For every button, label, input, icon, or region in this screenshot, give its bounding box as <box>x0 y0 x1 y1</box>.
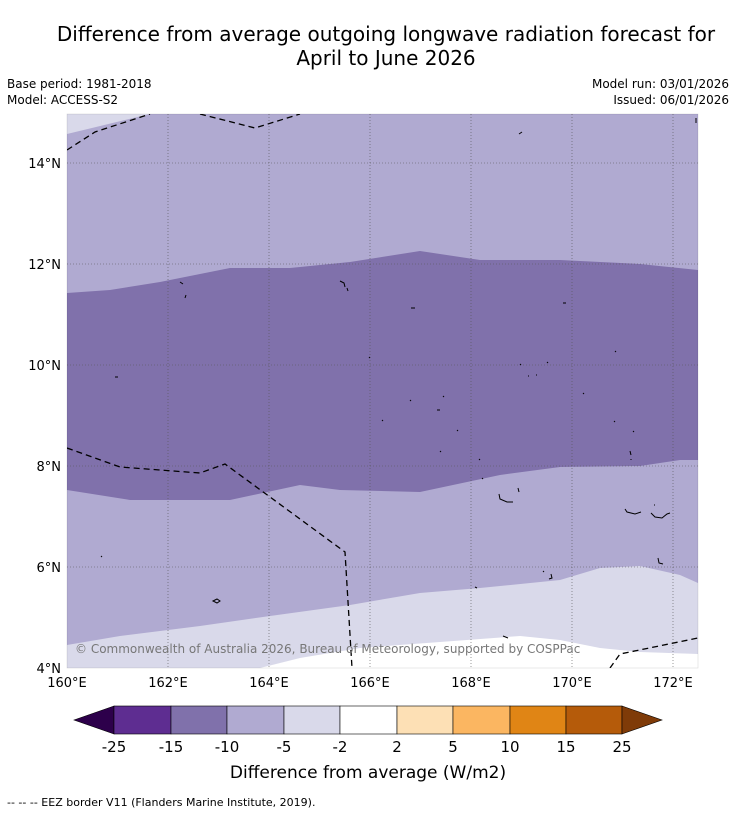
lon-tick-170: 170°E <box>552 676 592 691</box>
lon-tick-164: 164°E <box>249 676 289 691</box>
lat-axis: 14°N 12°N 10°N 8°N 6°N 4°N <box>28 157 61 677</box>
colorbar-swatch <box>396 705 454 735</box>
island-atoll <box>624 508 671 519</box>
island <box>339 280 349 292</box>
meta-right: Model run: 03/01/2026 Issued: 06/01/2026 <box>592 76 729 108</box>
island <box>100 555 103 558</box>
meta-left: Base period: 1981-2018 Model: ACCESS-S2 <box>7 76 152 108</box>
lat-tick-4: 4°N <box>37 662 62 677</box>
eez-border-marshall-west <box>67 447 353 668</box>
island <box>368 356 371 359</box>
island <box>518 131 523 135</box>
title-line-2: April to June 2026 <box>296 46 476 70</box>
lon-tick-172: 172°E <box>653 676 693 691</box>
island <box>478 458 484 480</box>
colorbar-swatch <box>452 705 511 735</box>
island <box>502 635 509 639</box>
model-run: Model run: 03/01/2026 <box>591 77 729 91</box>
island <box>582 350 617 395</box>
colorbar-tick: 5 <box>448 738 458 756</box>
lon-tick-166: 166°E <box>350 676 390 691</box>
colorbar-swatch <box>565 705 623 735</box>
lon-tick-160: 160°E <box>47 676 87 691</box>
colorbar-extend-low <box>73 705 115 735</box>
colorbar-tick: 10 <box>500 738 519 756</box>
map-plot-area: © Commonwealth of Australia 2026, Bureau… <box>67 114 698 668</box>
lat-tick-14: 14°N <box>28 157 61 172</box>
colorbar-tick: 2 <box>392 738 402 756</box>
lat-tick-6: 6°N <box>37 561 62 576</box>
colorbar-tick: -5 <box>277 738 292 756</box>
band-neutral <box>260 636 698 668</box>
island <box>542 570 553 580</box>
eez-border-south-east <box>609 637 698 668</box>
colorbar-swatch <box>170 705 228 735</box>
base-period: Base period: 1981-2018 <box>7 77 152 91</box>
island <box>519 361 549 377</box>
colorbar-ticks: -25 -15 -10 -5 -2 2 5 10 15 25 <box>102 738 632 756</box>
title-line-1: Difference from average outgoing longwav… <box>56 22 716 46</box>
lat-tick-8: 8°N <box>37 460 62 475</box>
issued-date: Issued: 06/01/2026 <box>613 93 729 107</box>
colorbar-extend-high <box>621 705 663 735</box>
map-figure: © Commonwealth of Australia 2026, Bureau… <box>28 113 699 783</box>
colorbar-swatch <box>509 705 567 735</box>
island <box>474 586 478 589</box>
colorbar-tick: 25 <box>612 738 631 756</box>
eez-border-nw <box>67 114 151 151</box>
band-minus2-to-minus5-top <box>67 114 150 134</box>
colorbar-tick: -2 <box>333 738 348 756</box>
band-minus10-to-minus15 <box>67 251 698 500</box>
island-atoll <box>498 487 520 503</box>
colorbar-swatch <box>283 705 341 735</box>
island <box>179 281 187 299</box>
colorbar-tick: -25 <box>102 738 127 756</box>
eez-borders <box>67 114 698 668</box>
copyright-note: © Commonwealth of Australia 2026, Bureau… <box>75 642 580 656</box>
lat-tick-10: 10°N <box>28 359 61 374</box>
island <box>409 395 445 411</box>
eez-legend-note: -- -- -- EEZ border V11 (Flanders Marine… <box>7 796 316 809</box>
islands <box>100 118 697 639</box>
colorbar-tick: 15 <box>556 738 575 756</box>
lon-axis: 160°E 162°E 164°E 166°E 168°E 170°E 172°… <box>47 676 693 691</box>
map-frame <box>66 113 699 669</box>
gridlines <box>67 114 698 668</box>
lon-tick-168: 168°E <box>451 676 491 691</box>
colorbar <box>73 705 663 735</box>
lon-tick-162: 162°E <box>148 676 188 691</box>
island <box>381 419 459 453</box>
chart-title: Difference from average outgoing longwav… <box>0 22 736 70</box>
colorbar-swatch <box>339 705 398 735</box>
island <box>657 557 664 565</box>
colorbar-tick: -15 <box>159 738 184 756</box>
colorbar-tick: -10 <box>215 738 240 756</box>
colorbar-swatch <box>113 705 172 735</box>
colorbar-swatch <box>226 705 285 735</box>
lat-tick-12: 12°N <box>28 258 61 273</box>
model-name: Model: ACCESS-S2 <box>7 93 119 107</box>
island <box>613 420 635 460</box>
island-atoll <box>211 598 221 604</box>
colorbar-label: Difference from average (W/m2) <box>230 763 506 783</box>
